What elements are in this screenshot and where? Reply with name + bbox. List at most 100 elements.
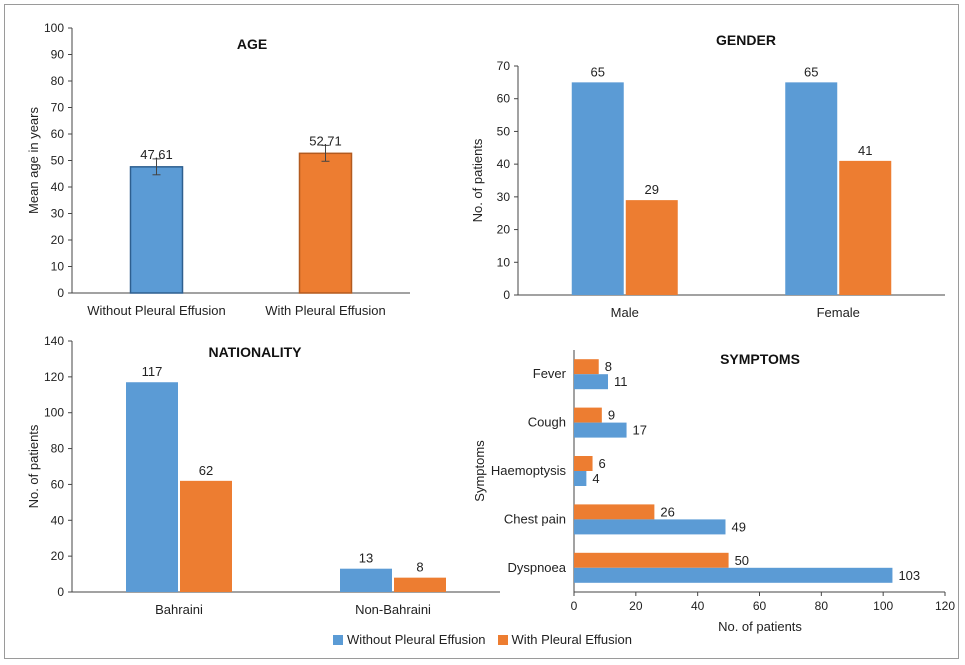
x-tick-label: 60 [753,599,767,613]
y-tick-label: 30 [51,207,65,221]
y-tick-label: Cough [528,415,566,430]
bar [574,456,593,471]
y-tick-label: Dyspnoea [507,560,566,575]
y-tick-label: 90 [51,48,65,62]
y-tick-label: 80 [51,442,65,456]
y-tick-label: 10 [497,255,511,269]
y-tick-label: 80 [51,74,65,88]
data-label: 117 [142,364,163,379]
legend-item-with: With Pleural Effusion [497,632,632,647]
x-tick-label: 40 [691,599,705,613]
y-tick-label: 40 [51,513,65,527]
bar [571,82,624,295]
chart-title: AGE [237,36,267,52]
data-label: 50 [735,553,749,568]
y-tick-label: Chest pain [504,511,566,526]
bar [574,422,627,438]
data-label: 9 [608,408,615,423]
bar [574,519,726,535]
x-axis-label: No. of patients [718,619,802,634]
data-label: 13 [359,551,373,566]
y-tick-label: 30 [497,190,511,204]
bar [839,160,892,295]
data-label: 65 [591,64,605,79]
chart-title: SYMPTOMS [720,351,800,367]
data-label: 65 [804,64,818,79]
bar [574,407,602,423]
y-tick-label: 60 [497,92,511,106]
chart-title: NATIONALITY [208,344,302,360]
bar [298,152,353,294]
bar [340,568,392,592]
bar [574,567,893,583]
x-tick-label: Non-Bahraini [355,602,431,617]
data-label: 103 [898,568,920,583]
data-label: 52.71 [309,133,342,148]
x-tick-label: 120 [935,599,955,613]
y-tick-label: 0 [503,288,510,302]
y-tick-label: 40 [497,157,511,171]
y-tick-label: 0 [57,585,64,599]
data-label: 17 [633,423,647,438]
y-tick-label: 20 [51,549,65,563]
y-tick-label: 70 [497,59,511,73]
y-tick-label: 20 [497,223,511,237]
y-axis-label: Symptoms [472,440,487,502]
legend-swatch-without [333,634,344,645]
data-label: 41 [858,143,872,158]
x-tick-label: 80 [815,599,829,613]
y-tick-label: 0 [57,286,64,300]
y-tick-label: 70 [51,101,65,115]
x-tick-label: 20 [629,599,643,613]
data-label: 4 [592,471,599,486]
bar [574,471,587,486]
bar [574,552,729,568]
chart-title: GENDER [716,32,776,48]
bar [574,504,655,520]
y-tick-label: 100 [44,21,64,35]
data-label: 8 [605,359,612,374]
x-tick-label: Female [817,305,860,320]
y-tick-label: 50 [497,124,511,138]
data-label: 11 [614,374,628,389]
x-tick-label: Without Pleural Effusion [87,303,226,318]
y-tick-label: 60 [51,127,65,141]
x-tick-label: Male [611,305,639,320]
y-axis-label: Mean age in years [26,107,41,214]
bar [180,480,232,592]
bar [574,359,599,375]
x-tick-label: 100 [873,599,893,613]
x-tick-label: Bahraini [155,602,203,617]
data-label: 6 [599,456,606,471]
bar [574,374,609,390]
legend: Without Pleural Effusion With Pleural Ef… [0,632,965,647]
y-tick-label: 60 [51,477,65,491]
y-axis-label: No. of patients [470,138,485,222]
y-tick-label: 120 [44,370,64,384]
y-tick-label: 100 [44,406,64,420]
legend-label-without: Without Pleural Effusion [347,632,486,647]
bar [625,200,678,295]
y-tick-label: Fever [533,366,567,381]
data-label: 62 [199,463,213,478]
y-tick-label: Haemoptysis [491,463,567,478]
x-tick-label: With Pleural Effusion [265,303,385,318]
legend-swatch-with [497,634,508,645]
data-label: 26 [660,504,674,519]
data-label: 29 [645,182,659,197]
y-tick-label: 140 [44,334,64,348]
y-tick-label: 50 [51,154,65,168]
x-tick-label: 0 [571,599,578,613]
y-tick-label: 40 [51,180,65,194]
data-label: 8 [416,560,423,575]
figure-frame [4,4,959,659]
legend-label-with: With Pleural Effusion [511,632,632,647]
legend-item-without: Without Pleural Effusion [333,632,486,647]
y-tick-label: 20 [51,233,65,247]
bar [785,82,838,295]
y-axis-label: No. of patients [26,424,41,508]
data-label: 47.61 [140,147,173,162]
data-label: 49 [731,519,745,534]
bar [129,166,184,294]
